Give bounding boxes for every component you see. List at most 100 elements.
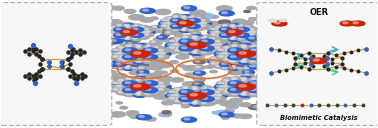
Circle shape: [139, 28, 143, 30]
Circle shape: [221, 48, 226, 49]
Circle shape: [158, 88, 163, 90]
Circle shape: [214, 25, 225, 29]
Circle shape: [153, 58, 158, 60]
Circle shape: [143, 46, 156, 50]
Circle shape: [202, 91, 208, 93]
Circle shape: [237, 55, 247, 58]
Circle shape: [143, 61, 156, 66]
Circle shape: [214, 35, 225, 39]
Circle shape: [195, 55, 199, 56]
Circle shape: [209, 46, 219, 49]
Circle shape: [221, 26, 231, 29]
Circle shape: [111, 74, 123, 78]
Circle shape: [130, 55, 135, 56]
Circle shape: [108, 31, 118, 34]
Circle shape: [256, 46, 270, 50]
Circle shape: [243, 60, 248, 61]
Circle shape: [242, 66, 254, 71]
Circle shape: [115, 24, 127, 28]
Circle shape: [198, 37, 202, 38]
Circle shape: [136, 92, 141, 93]
Circle shape: [245, 55, 249, 57]
Circle shape: [174, 33, 183, 36]
Circle shape: [134, 78, 146, 83]
Circle shape: [209, 38, 215, 39]
Circle shape: [201, 36, 207, 38]
Circle shape: [211, 28, 215, 30]
Circle shape: [110, 74, 122, 78]
Circle shape: [242, 65, 254, 69]
Circle shape: [211, 89, 223, 93]
Circle shape: [191, 31, 201, 35]
Circle shape: [167, 46, 181, 50]
Circle shape: [215, 50, 225, 54]
Circle shape: [162, 29, 176, 34]
Circle shape: [184, 118, 190, 120]
Circle shape: [139, 63, 143, 65]
Circle shape: [188, 17, 198, 21]
Circle shape: [239, 93, 252, 97]
Circle shape: [251, 58, 256, 60]
Circle shape: [249, 60, 261, 63]
Circle shape: [231, 55, 235, 56]
Circle shape: [155, 85, 160, 87]
Circle shape: [219, 56, 232, 61]
Circle shape: [187, 28, 199, 32]
Circle shape: [250, 65, 256, 67]
Circle shape: [202, 97, 208, 99]
Circle shape: [130, 55, 140, 58]
Circle shape: [160, 85, 165, 87]
Circle shape: [146, 91, 150, 92]
Circle shape: [272, 21, 287, 26]
Circle shape: [195, 92, 208, 96]
Circle shape: [141, 31, 145, 33]
Circle shape: [206, 34, 221, 40]
Circle shape: [214, 52, 228, 56]
Circle shape: [214, 43, 228, 47]
Circle shape: [239, 34, 243, 35]
Circle shape: [232, 53, 237, 54]
Circle shape: [234, 51, 246, 55]
Circle shape: [142, 33, 154, 37]
Circle shape: [174, 23, 178, 24]
Circle shape: [242, 63, 254, 67]
Circle shape: [222, 12, 228, 14]
Circle shape: [108, 60, 118, 63]
Circle shape: [228, 59, 240, 63]
Circle shape: [143, 44, 156, 49]
Circle shape: [229, 31, 239, 34]
Circle shape: [126, 57, 131, 59]
Circle shape: [263, 52, 277, 56]
Circle shape: [181, 38, 193, 42]
Circle shape: [175, 91, 180, 92]
Circle shape: [225, 38, 232, 40]
Circle shape: [192, 49, 204, 53]
Circle shape: [182, 17, 186, 18]
Circle shape: [173, 46, 177, 47]
Circle shape: [192, 82, 204, 86]
Circle shape: [136, 77, 141, 79]
Circle shape: [146, 58, 150, 60]
Circle shape: [160, 24, 172, 28]
Circle shape: [199, 24, 210, 28]
Circle shape: [143, 59, 156, 64]
Circle shape: [225, 30, 229, 31]
Circle shape: [180, 16, 191, 20]
Circle shape: [218, 86, 234, 91]
Circle shape: [239, 36, 243, 37]
Circle shape: [209, 33, 221, 37]
Circle shape: [238, 66, 248, 69]
Circle shape: [146, 27, 149, 28]
Circle shape: [258, 52, 270, 56]
Circle shape: [109, 85, 115, 87]
Circle shape: [117, 54, 121, 55]
Circle shape: [251, 47, 263, 51]
Circle shape: [191, 43, 203, 47]
Circle shape: [133, 43, 147, 48]
Circle shape: [136, 63, 149, 67]
Circle shape: [115, 21, 122, 23]
Circle shape: [256, 82, 268, 86]
Circle shape: [207, 88, 221, 92]
Circle shape: [223, 55, 235, 59]
Circle shape: [232, 91, 237, 92]
